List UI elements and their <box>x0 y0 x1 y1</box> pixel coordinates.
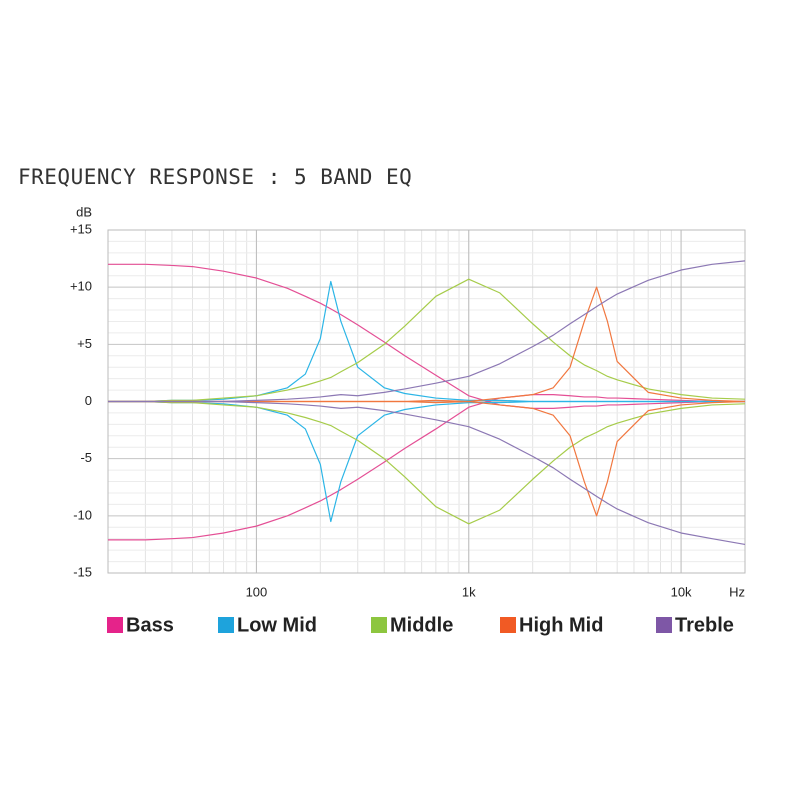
legend-label: Treble <box>675 614 734 636</box>
y-tick-label: +10 <box>70 279 92 294</box>
x-tick-label: 10k <box>671 584 692 599</box>
y-axis-label: dB <box>76 204 92 219</box>
eq-curve <box>108 400 745 523</box>
eq-curve <box>108 280 745 403</box>
legend-label: Low Mid <box>237 614 317 636</box>
legend-swatch <box>656 617 672 633</box>
x-axis-label: Hz <box>729 584 745 599</box>
legend-swatch <box>500 617 516 633</box>
y-tick-label: -15 <box>73 564 92 579</box>
eq-curve <box>108 400 746 525</box>
legend-swatch <box>371 617 387 633</box>
x-tick-label: 1k <box>462 584 476 599</box>
x-tick-label: 100 <box>246 584 268 599</box>
eq-curve <box>108 260 746 403</box>
chart-title: FREQUENCY RESPONSE : 5 BAND EQ <box>18 165 412 189</box>
y-tick-label: 0 <box>85 393 92 408</box>
legend-swatch <box>107 617 123 633</box>
eq-curve <box>108 394 745 541</box>
legend-swatch <box>218 617 234 633</box>
eq-curve <box>108 400 746 546</box>
y-tick-label: -5 <box>80 450 92 465</box>
y-tick-label: +15 <box>70 221 92 236</box>
legend-label: Bass <box>126 614 174 636</box>
legend-label: High Mid <box>519 614 603 636</box>
eq-curve <box>108 278 746 403</box>
y-tick-label: +5 <box>77 336 92 351</box>
eq-curve <box>108 263 745 409</box>
legend-label: Middle <box>390 614 453 636</box>
y-tick-label: -10 <box>73 507 92 522</box>
